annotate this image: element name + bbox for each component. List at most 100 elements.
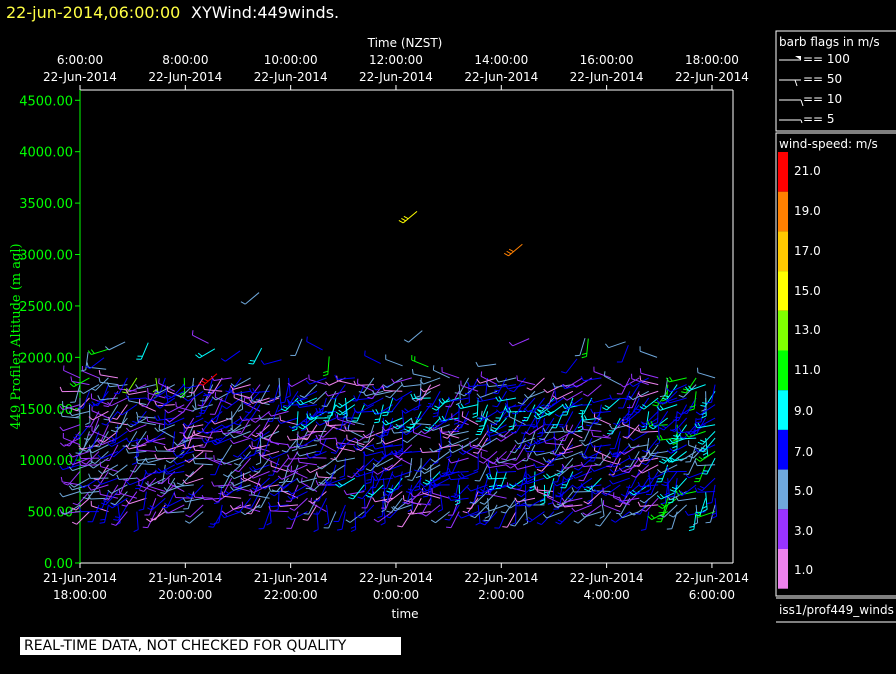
- wind-barb: [649, 454, 668, 459]
- wind-barb-feather: [554, 473, 560, 477]
- wind-barb: [201, 417, 214, 433]
- wind-barb: [390, 497, 403, 513]
- wind-barb: [317, 497, 327, 515]
- wind-barb-feather: [447, 396, 452, 402]
- colorbar-label-5: 5.0: [794, 484, 814, 498]
- wind-barb: [309, 379, 327, 386]
- wind-barb: [310, 464, 327, 474]
- wind-barb-feather: [338, 409, 344, 414]
- wind-barb-feather: [146, 518, 151, 523]
- wind-barb-feather: [173, 481, 177, 487]
- wind-barb: [517, 464, 536, 470]
- wind-barb-feather: [518, 409, 524, 412]
- wind-barb-feather: [319, 437, 322, 443]
- wind-barb: [193, 391, 197, 410]
- wind-barb: [396, 390, 413, 401]
- wind-barb-feather: [446, 526, 452, 529]
- wind-barb: [112, 430, 128, 443]
- wind-barb: [640, 457, 659, 463]
- wind-barb-feather: [357, 496, 363, 500]
- wind-barb-feather: [176, 482, 182, 486]
- wind-barb: [347, 411, 356, 429]
- wind-barb-feather: [536, 438, 541, 444]
- wind-barb: [233, 486, 251, 493]
- wind-barb: [185, 424, 204, 429]
- wind-barb: [293, 497, 308, 511]
- wind-barb: [213, 377, 232, 381]
- x-tick-date-label: 22-Jun-2014: [675, 571, 749, 585]
- wind-barb: [286, 437, 299, 453]
- wind-barb: [261, 417, 280, 420]
- wind-barb: [386, 417, 394, 436]
- wind-barb-feather: [185, 474, 191, 478]
- wind-barb-feather: [116, 474, 120, 480]
- wind-barb-feather: [609, 394, 613, 400]
- wind-barb: [171, 384, 185, 398]
- wind-barb: [322, 424, 337, 438]
- wind-barb-feather: [542, 457, 547, 462]
- wind-barb-feather: [131, 444, 137, 447]
- wind-barb: [128, 437, 147, 443]
- wind-barb-feather: [475, 361, 479, 367]
- wind-barb: [119, 477, 128, 495]
- wind-barb-feather: [113, 392, 120, 395]
- wind-barb-feather: [240, 477, 246, 482]
- wind-barb-feather: [530, 425, 536, 428]
- wind-barb: [630, 444, 649, 449]
- wind-barb-feather: [313, 513, 319, 515]
- wind-barb-feather: [537, 409, 543, 414]
- wind-barb: [477, 431, 489, 447]
- wind-barb-feather: [622, 418, 628, 421]
- wind-barb: [100, 374, 118, 379]
- wind-barb-feather: [637, 427, 641, 433]
- wind-barb: [530, 377, 545, 391]
- wind-barb: [147, 511, 157, 528]
- wind-barb-feather: [224, 490, 230, 495]
- wind-barb-feather: [539, 431, 545, 434]
- flags-legend-box: [775, 30, 896, 132]
- wind-barb-feather: [656, 495, 662, 500]
- wind-barb-feather: [221, 510, 226, 515]
- wind-barb-feather: [693, 429, 699, 432]
- wind-barb-feather: [480, 415, 485, 420]
- wind-barb-feather: [577, 428, 583, 432]
- wind-barb-feather: [695, 411, 701, 416]
- wind-barb-feather: [659, 435, 663, 440]
- wind-barb: [289, 437, 308, 441]
- wind-barb-feather: [164, 409, 169, 414]
- wind-barb-feather: [601, 492, 607, 496]
- wind-barb: [433, 369, 450, 379]
- wind-barb-feather: [433, 412, 439, 415]
- wind-barb-feather: [529, 488, 535, 492]
- wind-barb-feather: [485, 463, 490, 468]
- wind-barb-feather: [287, 400, 290, 406]
- wind-barb: [620, 497, 631, 515]
- wind-barb-feather: [633, 491, 639, 494]
- wind-barb: [258, 457, 270, 473]
- wind-barb: [280, 417, 299, 424]
- wind-barb-feather: [381, 467, 386, 472]
- wind-barb-feather: [338, 402, 343, 407]
- wind-barb-feather: [107, 442, 112, 447]
- wind-barb: [699, 417, 716, 428]
- wind-barb-feather: [176, 394, 182, 398]
- wind-barb-feather: [149, 505, 155, 509]
- wind-barb-feather: [367, 396, 373, 400]
- wind-barb: [92, 410, 109, 421]
- wind-barb-feather: [163, 421, 169, 426]
- wind-barb: [421, 497, 432, 515]
- wind-barb: [478, 363, 497, 368]
- x-tick-time-label: 20:00:00: [158, 588, 212, 602]
- wind-barb: [394, 471, 412, 478]
- wind-barb-feather: [103, 498, 109, 501]
- wind-barb-feather: [643, 485, 649, 488]
- wind-barb: [447, 424, 460, 439]
- wind-barb-feather: [381, 451, 386, 457]
- wind-barb-feather: [508, 407, 512, 413]
- wind-barb: [443, 404, 451, 422]
- wind-barb-feather: [642, 404, 647, 408]
- wind-barb-feather: [448, 440, 453, 446]
- wind-barb: [119, 492, 138, 499]
- wind-barb-feather: [407, 479, 413, 481]
- wind-barb: [583, 429, 602, 432]
